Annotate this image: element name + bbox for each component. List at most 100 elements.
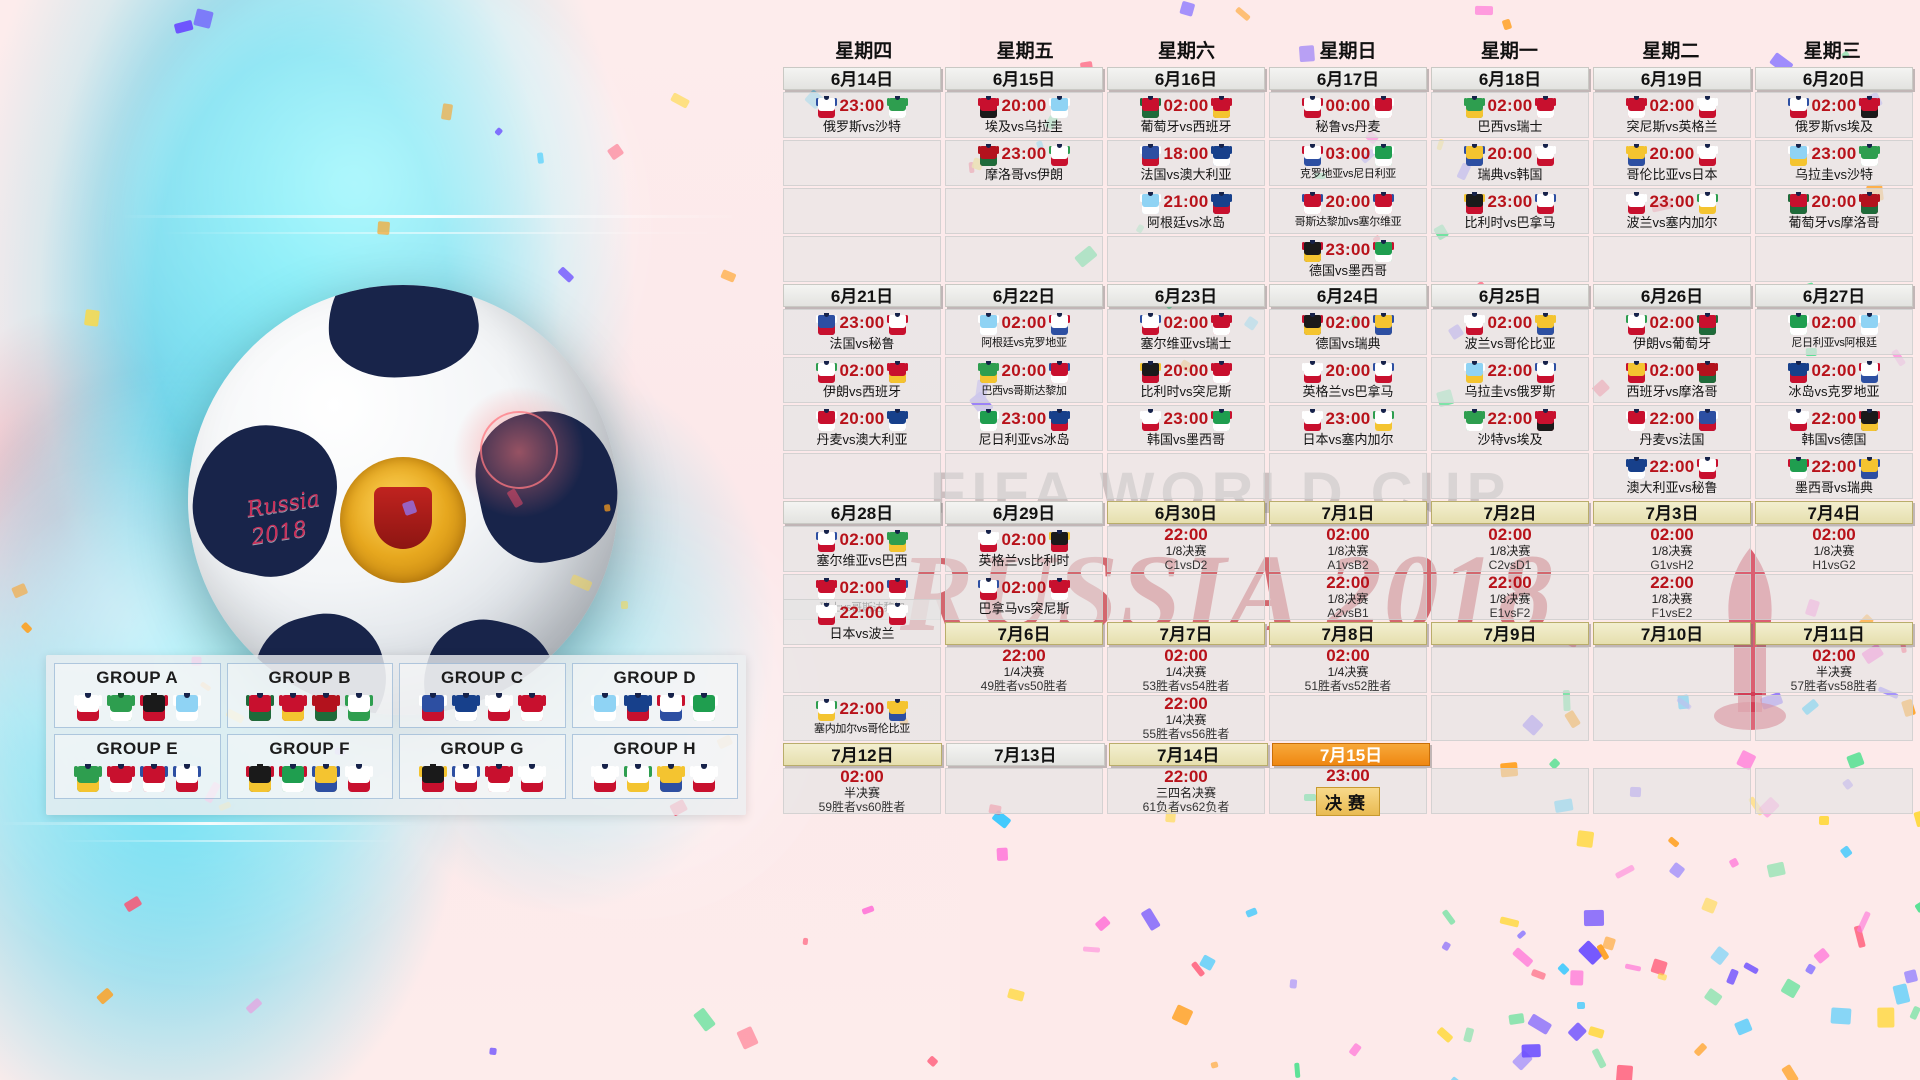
match-cell[interactable]: 02:00 塞尔维亚vs瑞士 — [1107, 309, 1265, 355]
date-cell[interactable]: 6月24日 — [1269, 284, 1427, 307]
date-cell[interactable]: 7月7日 — [1107, 622, 1265, 645]
match-cell[interactable]: 02:00 伊朗vs西班牙 — [783, 357, 941, 403]
date-cell[interactable]: 6月19日 — [1593, 67, 1751, 90]
match-cell[interactable]: 02:00 英格兰vs比利时 — [945, 526, 1103, 572]
date-cell[interactable]: 7月1日 — [1269, 501, 1427, 524]
knockout-cell[interactable]: 02:00 1/4决赛 51胜者vs52胜者 — [1269, 647, 1427, 693]
match-cell[interactable]: 22:00 日本vs波兰 — [783, 599, 941, 645]
date-cell[interactable]: 6月30日 — [1107, 501, 1265, 524]
knockout-cell[interactable]: 02:00 半决赛 59胜者vs60胜者 — [783, 768, 941, 814]
group-card[interactable]: GROUP H — [571, 734, 738, 799]
match-cell[interactable]: 22:00 丹麦vs法国 — [1593, 405, 1751, 451]
match-cell[interactable]: 20:00 瑞典vs韩国 — [1431, 140, 1589, 186]
knockout-cell[interactable]: 22:00 1/4决赛 49胜者vs50胜者 — [945, 647, 1103, 693]
knockout-cell[interactable]: 22:00 1/4决赛 55胜者vs56胜者 — [1107, 695, 1265, 741]
date-cell[interactable]: 7月11日 — [1755, 622, 1913, 645]
match-cell[interactable]: 02:00 伊朗vs葡萄牙 — [1593, 309, 1751, 355]
date-cell[interactable]: 7月8日 — [1269, 622, 1427, 645]
date-cell[interactable]: 7月10日 — [1593, 622, 1751, 645]
match-cell[interactable]: 20:00 巴西vs哥斯达黎加 — [945, 357, 1103, 403]
knockout-cell[interactable]: 02:00 1/4决赛 53胜者vs54胜者 — [1107, 647, 1265, 693]
match-cell[interactable]: 02:00 巴拿马vs突尼斯 — [945, 574, 1103, 620]
match-cell[interactable]: 23:00 韩国vs墨西哥 — [1107, 405, 1265, 451]
knockout-cell[interactable]: 22:00 三四名决赛 61负者vs62负者 — [1107, 768, 1265, 814]
date-cell[interactable]: 7月6日 — [945, 622, 1103, 645]
group-card[interactable]: GROUP A — [54, 663, 221, 728]
match-cell[interactable]: 02:00 西班牙vs摩洛哥 — [1593, 357, 1751, 403]
date-cell[interactable]: 7月15日 — [1271, 743, 1431, 766]
match-cell[interactable]: 22:00 沙特vs埃及 — [1431, 405, 1589, 451]
knockout-cell[interactable]: 22:00 1/8决赛 A2vsB1 — [1269, 574, 1427, 620]
match-cell[interactable]: 02:00 波兰vs哥伦比亚 — [1431, 309, 1589, 355]
group-card[interactable]: GROUP G — [399, 734, 566, 799]
match-cell[interactable]: 20:00 葡萄牙vs摩洛哥 — [1755, 188, 1913, 234]
match-cell[interactable]: 20:00 埃及vs乌拉圭 — [945, 92, 1103, 138]
date-cell[interactable]: 6月21日 — [783, 284, 941, 307]
match-cell[interactable]: 02:00 突尼斯vs英格兰 — [1593, 92, 1751, 138]
match-cell[interactable]: 02:00 尼日利亚vs阿根廷 — [1755, 309, 1913, 355]
date-cell[interactable]: 7月13日 — [945, 743, 1105, 766]
knockout-cell[interactable]: 22:00 1/8决赛 C1vsD2 — [1107, 526, 1265, 572]
match-cell[interactable]: 02:00 巴西vs瑞士 — [1431, 92, 1589, 138]
match-cell[interactable]: 23:00 比利时vs巴拿马 — [1431, 188, 1589, 234]
match-cell[interactable]: 22:00 澳大利亚vs秘鲁 — [1593, 453, 1751, 499]
group-card[interactable]: GROUP B — [226, 663, 393, 728]
match-cell[interactable]: 02:00 葡萄牙vs西班牙 — [1107, 92, 1265, 138]
group-card[interactable]: GROUP D — [571, 663, 738, 728]
date-cell[interactable]: 6月20日 — [1755, 67, 1913, 90]
date-cell[interactable]: 7月3日 — [1593, 501, 1751, 524]
match-cell[interactable]: 02:00 德国vs瑞典 — [1269, 309, 1427, 355]
date-cell[interactable]: 6月26日 — [1593, 284, 1751, 307]
date-cell[interactable]: 6月28日 — [783, 501, 941, 524]
match-cell[interactable]: 23:00 法国vs秘鲁 — [783, 309, 941, 355]
match-cell[interactable]: 02:00 冰岛vs克罗地亚 — [1755, 357, 1913, 403]
match-cell[interactable]: 23:00 俄罗斯vs沙特 — [783, 92, 941, 138]
match-cell[interactable]: 21:00 阿根廷vs冰岛 — [1107, 188, 1265, 234]
match-cell[interactable]: 02:00 阿根廷vs克罗地亚 — [945, 309, 1103, 355]
knockout-cell[interactable]: 02:00 1/8决赛 A1vsB2 — [1269, 526, 1427, 572]
match-cell[interactable]: 20:00 丹麦vs澳大利亚 — [783, 405, 941, 451]
final-match-cell[interactable]: 23:00 决赛 — [1269, 766, 1427, 816]
match-cell[interactable]: 22:00 墨西哥vs瑞典 — [1755, 453, 1913, 499]
date-cell[interactable]: 6月16日 — [1107, 67, 1265, 90]
date-cell[interactable]: 6月15日 — [945, 67, 1103, 90]
match-cell[interactable]: 23:00 尼日利亚vs冰岛 — [945, 405, 1103, 451]
match-cell[interactable]: 00:00 秘鲁vs丹麦 — [1269, 92, 1427, 138]
date-cell[interactable]: 7月12日 — [783, 743, 942, 766]
date-cell[interactable]: 7月14日 — [1108, 743, 1268, 766]
date-cell[interactable]: 6月27日 — [1755, 284, 1913, 307]
date-cell[interactable]: 6月23日 — [1107, 284, 1265, 307]
match-cell[interactable]: 22:00 乌拉圭vs俄罗斯 — [1431, 357, 1589, 403]
match-cell[interactable]: 20:00 哥斯达黎加vs塞尔维亚 — [1269, 188, 1427, 234]
date-cell[interactable]: 7月9日 — [1431, 622, 1589, 645]
date-cell[interactable]: 6月25日 — [1431, 284, 1589, 307]
group-card[interactable]: GROUP C — [399, 663, 566, 728]
knockout-cell[interactable]: 22:00 1/8决赛 F1vsE2 — [1593, 574, 1751, 620]
date-cell[interactable]: 6月22日 — [945, 284, 1103, 307]
group-card[interactable]: GROUP F — [226, 734, 393, 799]
match-cell[interactable]: 23:00 摩洛哥vs伊朗 — [945, 140, 1103, 186]
match-cell[interactable]: 20:00 哥伦比亚vs日本 — [1593, 140, 1751, 186]
match-cell[interactable]: 18:00 法国vs澳大利亚 — [1107, 140, 1265, 186]
knockout-cell[interactable]: 02:00 1/8决赛 C2vsD1 — [1431, 526, 1589, 572]
match-cell[interactable]: 22:00 韩国vs德国 — [1755, 405, 1913, 451]
match-cell[interactable]: 03:00 克罗地亚vs尼日利亚 — [1269, 140, 1427, 186]
date-cell[interactable]: 7月4日 — [1755, 501, 1913, 524]
date-cell[interactable]: 6月14日 — [783, 67, 941, 90]
knockout-cell[interactable]: 02:00 半决赛 57胜者vs58胜者 — [1755, 647, 1913, 693]
match-cell[interactable]: 22:00 塞内加尔vs哥伦比亚 — [783, 695, 941, 741]
knockout-cell[interactable]: 22:00 1/8决赛 E1vsF2 — [1431, 574, 1589, 620]
knockout-cell[interactable]: 02:00 1/8决赛 H1vsG2 — [1755, 526, 1913, 572]
match-cell[interactable]: 02:00 俄罗斯vs埃及 — [1755, 92, 1913, 138]
knockout-cell[interactable]: 02:00 1/8决赛 G1vsH2 — [1593, 526, 1751, 572]
match-cell[interactable]: 23:00 乌拉圭vs沙特 — [1755, 140, 1913, 186]
date-cell[interactable]: 6月18日 — [1431, 67, 1589, 90]
match-cell[interactable]: 20:00 比利时vs突尼斯 — [1107, 357, 1265, 403]
match-cell[interactable]: 20:00 英格兰vs巴拿马 — [1269, 357, 1427, 403]
match-cell[interactable]: 02:00 塞尔维亚vs巴西 — [783, 526, 941, 572]
date-cell[interactable]: 6月29日 — [945, 501, 1103, 524]
date-cell[interactable]: 6月17日 — [1269, 67, 1427, 90]
group-card[interactable]: GROUP E — [54, 734, 221, 799]
date-cell[interactable]: 7月2日 — [1431, 501, 1589, 524]
match-cell[interactable]: 23:00 波兰vs塞内加尔 — [1593, 188, 1751, 234]
